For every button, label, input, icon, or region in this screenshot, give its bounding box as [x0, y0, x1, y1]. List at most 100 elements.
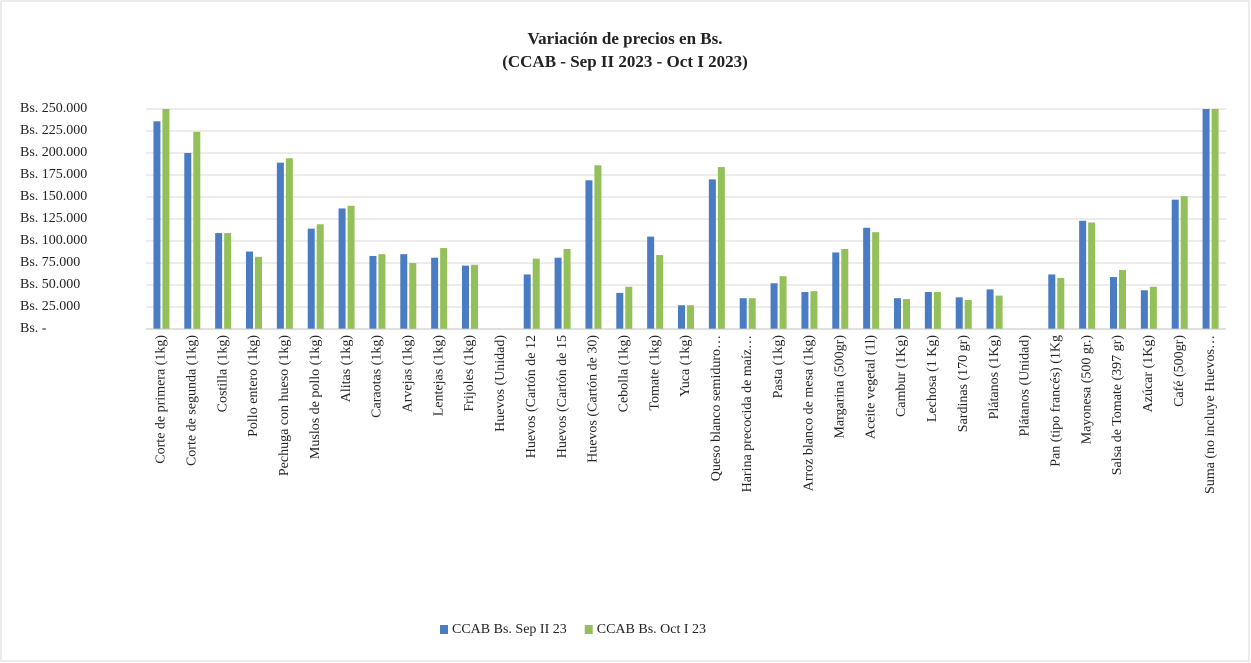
bar: [770, 283, 778, 329]
bar: [153, 121, 161, 329]
y-tick-label: Bs. 250.000: [20, 101, 87, 116]
x-tick-label: Mayonesa (500 gr.): [1079, 335, 1094, 445]
bar: [656, 255, 664, 329]
x-tick-label: Plátanos (1Kg): [987, 335, 1002, 420]
bar: [285, 158, 293, 329]
x-tick-label: Cebolla (1kg): [617, 335, 632, 413]
x-tick-label: Cambur (1Kg): [894, 335, 909, 417]
bar: [841, 248, 849, 329]
bar: [832, 252, 840, 329]
bar: [625, 286, 633, 329]
x-tick-label: Café (500gr): [1172, 335, 1187, 407]
bar: [1088, 222, 1096, 329]
bar: [532, 258, 540, 329]
y-tick-label: Bs. 200.000: [20, 145, 87, 160]
x-tick-label: Arroz blanco de mesa (1kg): [802, 335, 817, 492]
bar: [246, 251, 253, 329]
bar: [1171, 199, 1179, 329]
bar: [409, 263, 417, 329]
bar: [431, 257, 439, 329]
bar: [1180, 196, 1188, 329]
y-tick-label: Bs. 50.000: [20, 277, 80, 292]
bar: [678, 305, 685, 329]
x-tick-label: Huevos (Cartón de 30): [586, 335, 601, 463]
bar: [594, 165, 602, 329]
bar: [708, 179, 716, 329]
bar: [585, 180, 593, 329]
x-tick-label: Yuca (1kg): [678, 335, 693, 397]
legend-swatch: [584, 625, 593, 634]
x-tick-label: Plátanos (Unidad): [1018, 335, 1033, 437]
x-tick-label: Corte de primera (1kg): [154, 335, 169, 464]
x-tick-label: Sardinas (170 gr): [956, 335, 971, 433]
bar: [717, 167, 725, 329]
chart-subtitle: (CCAB - Sep II 2023 - Oct I 2023): [502, 52, 748, 71]
bar: [347, 205, 355, 329]
x-tick-label: Lentejas (1kg): [431, 335, 446, 417]
bar: [1211, 109, 1219, 329]
y-tick-label: Bs. 125.000: [20, 211, 87, 226]
bar: [224, 233, 232, 329]
bar: [647, 236, 655, 329]
bar: [964, 299, 972, 329]
bar: [307, 228, 315, 329]
bar: [810, 291, 818, 329]
bar: [471, 264, 478, 329]
bar: [276, 162, 284, 329]
y-tick-label: Bs. 150.000: [20, 189, 87, 204]
bar: [955, 297, 963, 329]
bar: [739, 298, 747, 329]
x-tick-label: Pasta (1kg): [771, 335, 786, 399]
x-tick-label: Corte de segunda (1kg): [185, 335, 200, 466]
legend-swatch: [440, 625, 448, 634]
y-tick-label: Bs. 100.000: [20, 233, 87, 248]
bar: [903, 299, 910, 329]
bar: [995, 295, 1003, 329]
x-tick-label: Frijoles (1kg): [462, 335, 477, 412]
bar: [400, 254, 408, 329]
x-tick-label: Lechosa (1 Kg): [925, 335, 940, 422]
bar: [1140, 290, 1148, 329]
legend-label: CCAB Bs. Oct I 23: [597, 622, 706, 637]
x-tick-label: Alitas (1kg): [339, 335, 354, 403]
y-tick-label: Bs. -: [20, 321, 47, 336]
bar: [894, 298, 901, 329]
bar: [872, 232, 880, 329]
y-tick-label: Bs. 225.000: [20, 123, 87, 138]
legend-label: CCAB Bs. Sep II 23: [452, 622, 567, 637]
bar: [338, 208, 346, 329]
x-tick-label: Huevos (Unidad): [493, 335, 508, 432]
bar: [779, 276, 787, 329]
x-tick-label: Costilla (1kg): [215, 335, 230, 413]
x-tick-label: Margarina (500gr): [833, 335, 848, 439]
x-tick-label: Tomate (1kg): [647, 335, 662, 411]
bar: [1149, 286, 1157, 329]
x-tick-label: Harina precocida de maíz…: [740, 335, 755, 492]
bars: [153, 109, 1219, 329]
bar: [440, 248, 448, 329]
bar: [215, 233, 223, 329]
bar: [184, 153, 192, 329]
bar: [523, 274, 531, 329]
x-tick-label: Salsa de Tomate (397 gr): [1110, 335, 1125, 476]
x-tick-label: Pan (tipo francés) (1Kg: [1049, 335, 1064, 467]
bar: [863, 227, 871, 329]
x-tick-label: Azúcar (1Kg): [1141, 335, 1156, 413]
bar: [924, 292, 932, 329]
bar: [687, 305, 694, 329]
x-tick-label: Muslos de pollo (1kg): [308, 335, 323, 459]
bar: [1202, 109, 1210, 329]
bar: [316, 224, 324, 329]
bar: [554, 257, 562, 329]
bar: [616, 292, 624, 329]
y-tick-label: Bs. 75.000: [20, 255, 80, 270]
bar: [1057, 277, 1065, 329]
y-tick-label: Bs. 175.000: [20, 167, 87, 182]
bar: [1048, 274, 1056, 329]
x-tick-label: Caraotas (1kg): [370, 335, 385, 418]
x-tick-label: Queso blanco semiduro…: [709, 335, 724, 481]
bar: [563, 248, 571, 329]
chart-title: Variación de precios en Bs.: [527, 29, 722, 48]
